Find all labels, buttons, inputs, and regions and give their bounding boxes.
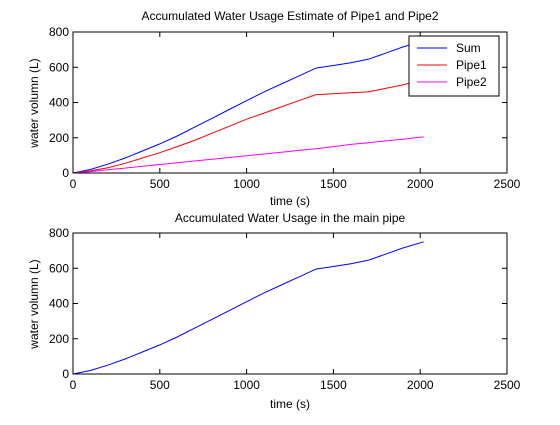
chart-1-ytick-label: 0: [62, 367, 69, 381]
chart-1-series-main-line: [72, 241, 424, 375]
chart-0-ytick-label: 400: [49, 96, 69, 110]
chart-0-xtick-label: 1000: [233, 177, 260, 191]
chart-1-xtick-label: 1500: [320, 378, 347, 392]
chart-1-xtick-label: 2000: [407, 378, 434, 392]
chart-top: Accumulated Water Usage Estimate of Pipe…: [27, 9, 521, 208]
chart-bottom-title: Accumulated Water Usage in the main pipe: [175, 211, 406, 225]
chart-1-xtick-label: 1000: [233, 378, 260, 392]
chart-bottom-ylabel: water volumn (L): [27, 259, 41, 349]
legend-label-pipe2: Pipe2: [456, 75, 487, 89]
chart-1-xtick-label: 2500: [494, 378, 521, 392]
chart-top-ylabel: water volumn (L): [27, 58, 41, 148]
chart-0-xtick-label: 1500: [320, 177, 347, 191]
chart-0-xtick-label: 2000: [407, 177, 434, 191]
chart-0-series-sum-line: [72, 40, 424, 174]
chart-1-ytick-label: 800: [49, 226, 69, 240]
chart-0-ytick-label: 600: [49, 60, 69, 74]
chart-top-title: Accumulated Water Usage Estimate of Pipe…: [141, 9, 438, 23]
chart-bottom-xlabel: time (s): [270, 397, 310, 411]
chart-0-series-pipe2-line: [72, 136, 424, 174]
legend-label-pipe1: Pipe1: [456, 58, 487, 72]
chart-bottom-plot-area: 0 500 1000 1500 2000 2500 0 200 400 600 800: [49, 226, 521, 392]
chart-top-xlabel: time (s): [270, 194, 310, 208]
chart-0-xtick-label: 500: [150, 177, 170, 191]
legend-box: [408, 35, 500, 97]
chart-0-ytick-label: 0: [62, 166, 69, 180]
chart-0-ytick-label: 200: [49, 131, 69, 145]
chart-0-xtick-label: 2500: [494, 177, 521, 191]
chart-bottom: Accumulated Water Usage in the main pipe…: [27, 211, 521, 411]
chart-top-plot-area: 0 500 1000 1500 2000 2500 0 200 400 600 800: [49, 25, 521, 191]
chart-0-xtick-label: 0: [70, 177, 77, 191]
chart-1-xtick-label: 500: [150, 378, 170, 392]
chart-1-ytick-label: 400: [49, 297, 69, 311]
chart-top-legend: Sum Pipe1 Pipe2: [408, 35, 500, 97]
chart-1-xtick-label: 0: [70, 378, 77, 392]
chart-1-axes-box: [72, 232, 508, 375]
chart-1-ytick-label: 600: [49, 261, 69, 275]
chart-1-ytick-label: 200: [49, 332, 69, 346]
chart-0-series-pipe1-line: [72, 79, 424, 174]
chart-0-ytick-label: 800: [49, 25, 69, 39]
legend-label-sum: Sum: [456, 41, 481, 55]
